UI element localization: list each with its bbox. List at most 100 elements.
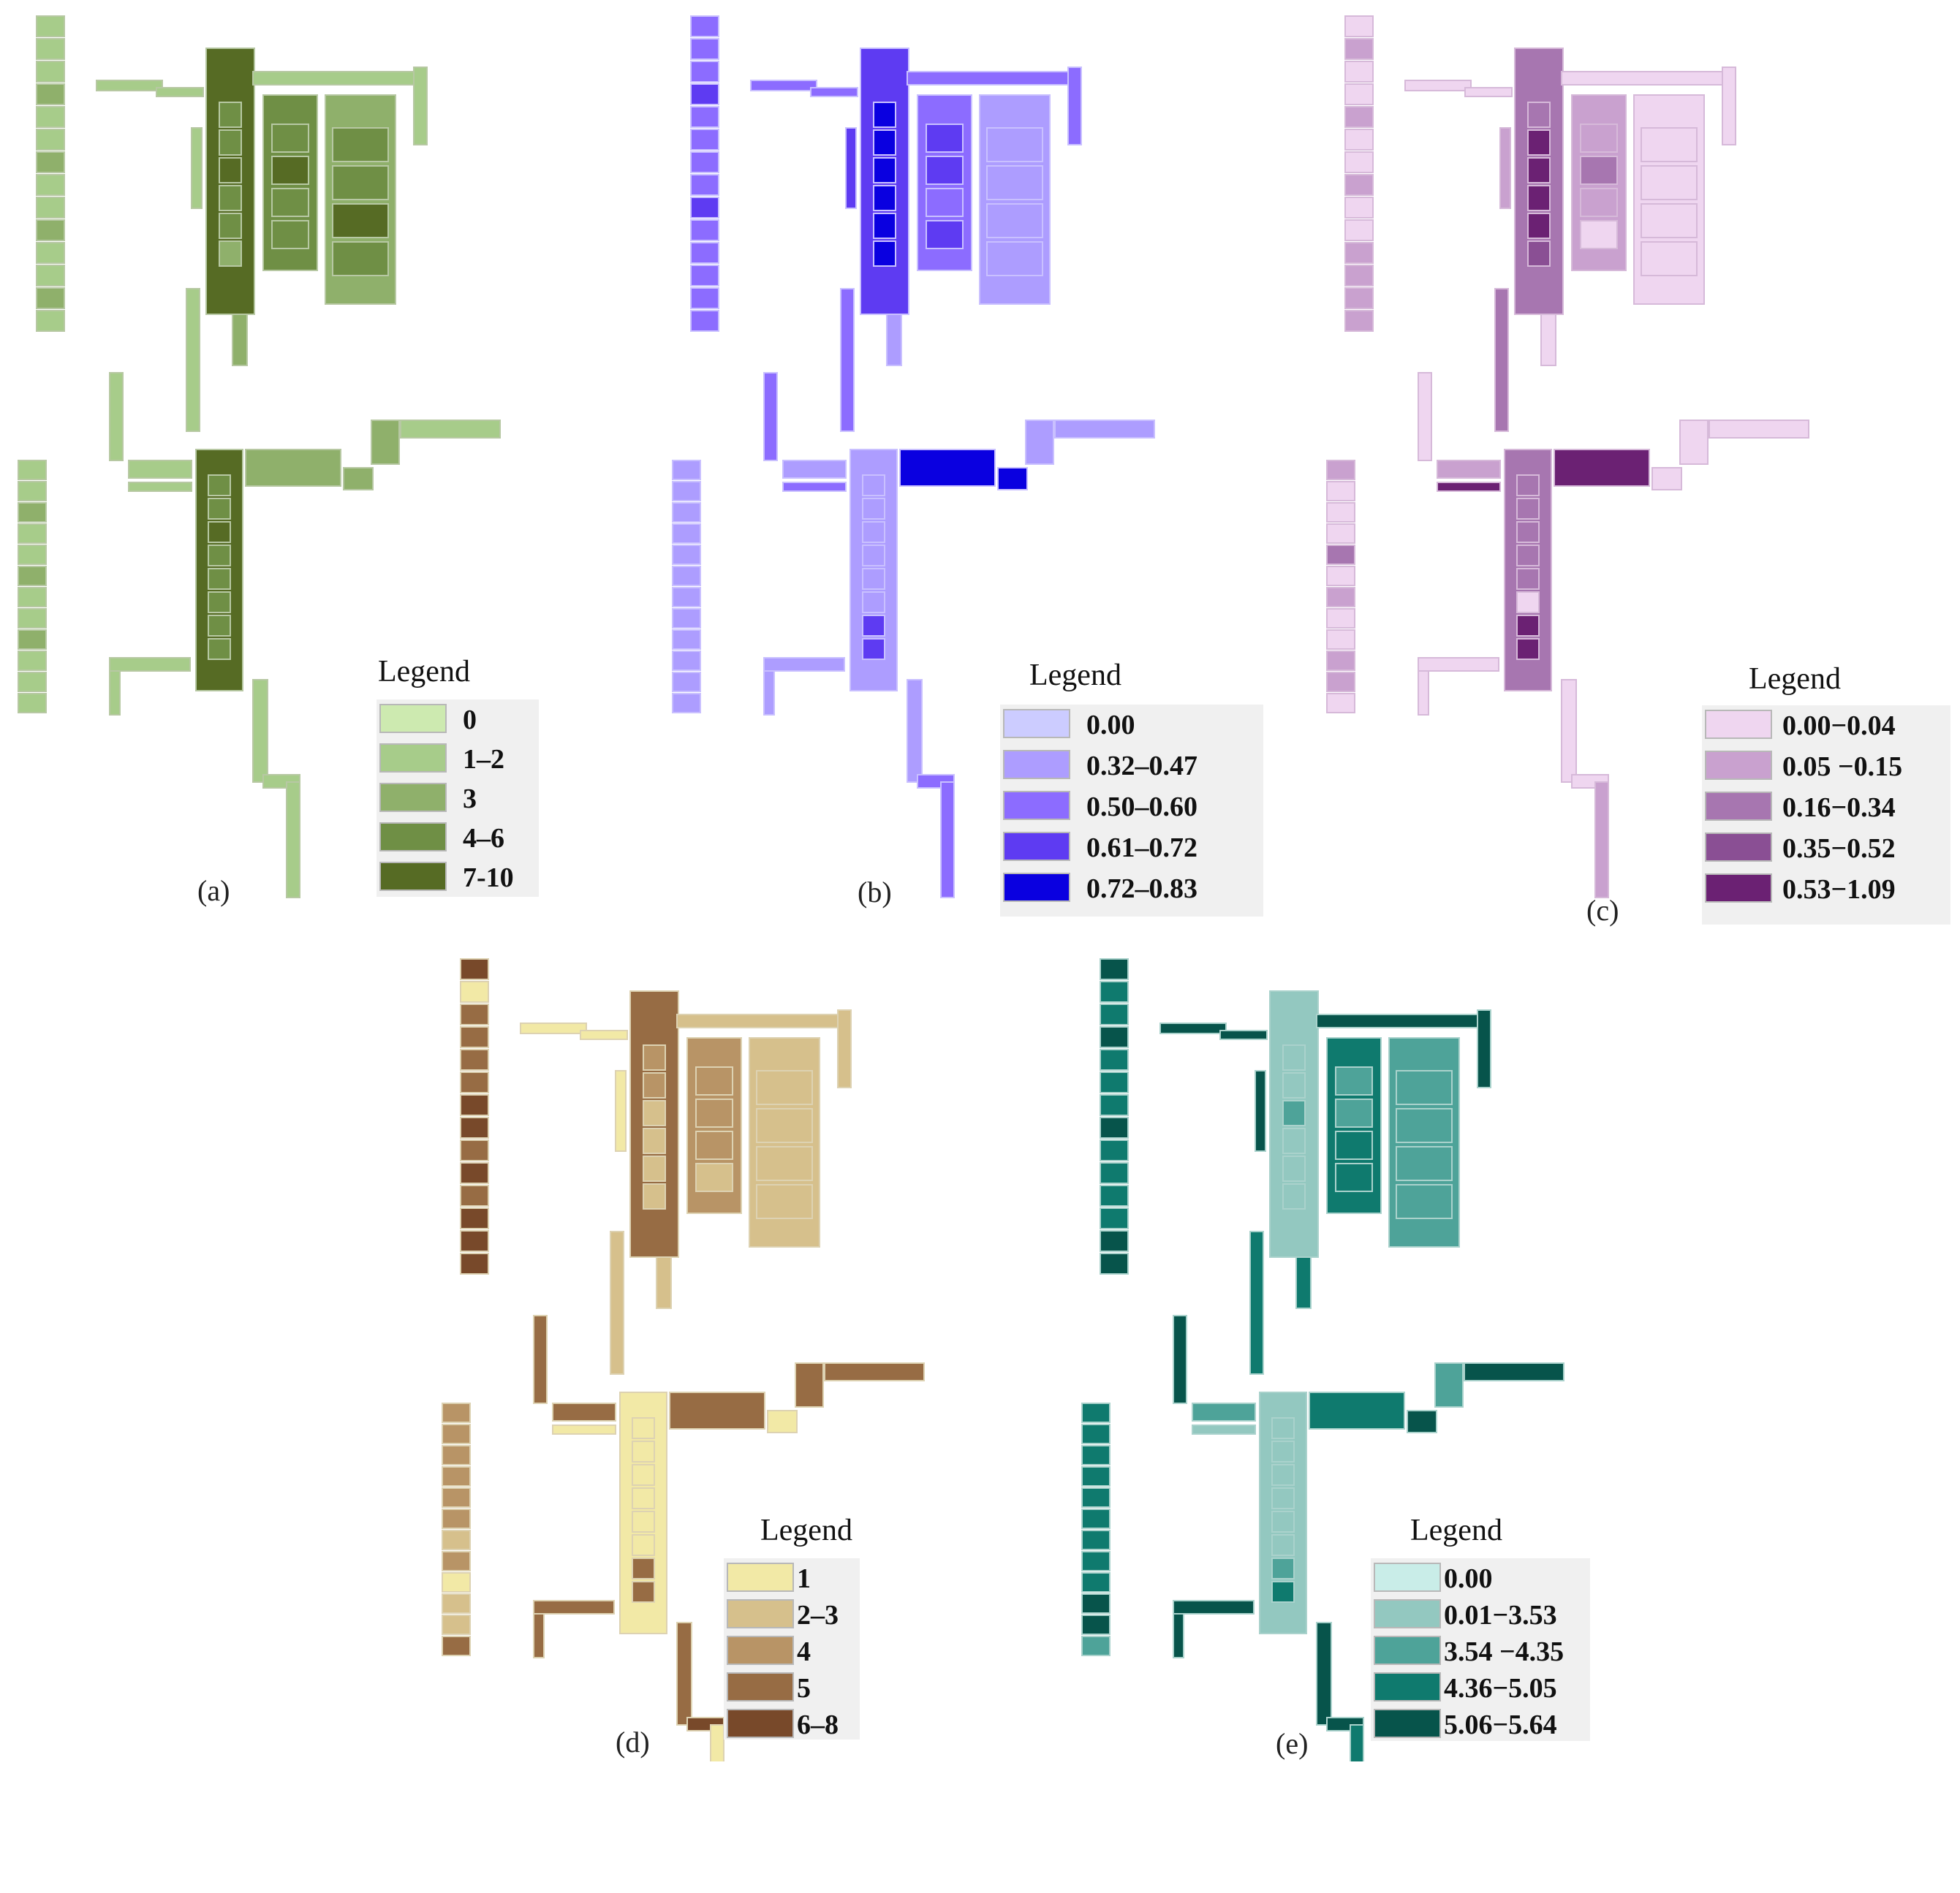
map-room <box>252 71 416 86</box>
map-room <box>1271 1487 1295 1509</box>
map-room <box>1326 672 1355 692</box>
floor-plan-map-b <box>672 15 1155 898</box>
map-room <box>1271 1534 1295 1556</box>
map-room <box>1641 203 1698 238</box>
map-room <box>1722 67 1736 145</box>
map-room <box>36 287 65 309</box>
map-room <box>18 693 47 713</box>
legend-label: 0.32–0.47 <box>1086 751 1197 781</box>
legend-row: 0.61–0.72 <box>1000 832 1263 867</box>
legend-swatch <box>1003 791 1070 820</box>
map-room <box>1081 1509 1110 1529</box>
map-room <box>1249 1231 1264 1375</box>
map-room <box>1081 1487 1110 1508</box>
map-room <box>1516 545 1540 566</box>
map-room <box>286 781 300 898</box>
legend-label: 5 <box>797 1673 811 1704</box>
legend-label: 1 <box>797 1563 811 1594</box>
map-room <box>1100 1117 1129 1139</box>
map-room <box>610 1231 624 1375</box>
map-room <box>1271 1558 1295 1579</box>
map-room <box>208 498 231 520</box>
map-room <box>672 502 701 523</box>
legend-row: 0.53−1.09 <box>1702 873 1950 908</box>
legend-label: 7-10 <box>463 862 514 893</box>
map-room <box>1344 219 1374 241</box>
map-room <box>899 449 996 487</box>
map-room <box>672 693 701 713</box>
map-room <box>862 638 885 660</box>
map-room <box>763 372 778 461</box>
map-room <box>371 420 400 465</box>
map-room <box>1271 1417 1295 1439</box>
legend-label: 3 <box>463 784 477 814</box>
map-room <box>1344 151 1374 173</box>
legend-items: 0.00 0.32–0.47 0.50–0.60 0.61–0.72 0.72–0.83 <box>1000 705 1263 917</box>
map-room <box>782 460 847 479</box>
map-room <box>533 1315 548 1404</box>
map-room <box>940 781 955 898</box>
map-room <box>332 203 389 238</box>
panel-label-e: (e) <box>1276 1727 1309 1760</box>
map-room <box>18 566 47 586</box>
map-room <box>1418 670 1429 716</box>
legend-label: 1–2 <box>463 744 504 775</box>
legend-swatch <box>1003 832 1070 861</box>
map-room <box>840 288 855 432</box>
legend-row: 0.00−0.04 <box>1702 710 1950 745</box>
legend-items: 0.00−0.04 0.05 −0.15 0.16−0.34 0.35−0.52 0.5… <box>1702 705 1950 925</box>
map-room <box>1192 1403 1256 1422</box>
legend-swatch <box>727 1709 794 1738</box>
panel-a: Legend 0 1–2 3 4–6 7-10 (a) <box>0 0 731 950</box>
legend-items: 1 2–3 4 5 6–8 <box>724 1558 860 1740</box>
map-room <box>672 672 701 692</box>
map-room <box>219 157 242 183</box>
map-room <box>460 958 489 980</box>
map-room <box>1464 87 1513 97</box>
map-room <box>208 545 231 566</box>
legend-label: 0.01−3.53 <box>1444 1600 1557 1631</box>
map-room <box>1100 1230 1129 1252</box>
map-room <box>533 1600 615 1615</box>
map-room <box>837 1009 852 1088</box>
legend-label: 4.36−5.05 <box>1444 1673 1557 1704</box>
map-room <box>1350 1724 1364 1761</box>
map-room <box>676 1014 840 1028</box>
map-room <box>1326 587 1355 607</box>
map-room <box>690 106 719 128</box>
map-room <box>1309 1392 1405 1430</box>
legend-swatch <box>1003 750 1070 779</box>
map-room <box>208 591 231 613</box>
map-room <box>109 372 124 461</box>
legend-title: Legend <box>760 1514 852 1547</box>
map-room <box>252 679 268 783</box>
map-room <box>442 1615 471 1635</box>
map-room <box>219 102 242 128</box>
map-room <box>1527 157 1551 183</box>
map-room <box>690 219 719 241</box>
map-room <box>36 242 65 264</box>
map-room <box>1081 1551 1110 1571</box>
floor-plan-map-d <box>442 958 925 1761</box>
legend-label: 0.53−1.09 <box>1782 874 1896 905</box>
map-room <box>690 287 719 309</box>
map-room <box>1271 1441 1295 1463</box>
legend-row: 0.50–0.60 <box>1000 791 1263 826</box>
legend-swatch <box>379 822 447 851</box>
legend-label: 0.61–0.72 <box>1086 832 1197 863</box>
legend-title: Legend <box>1749 662 1841 696</box>
legend-swatch <box>727 1563 794 1592</box>
map-room <box>1580 124 1618 153</box>
map-room <box>460 1185 489 1207</box>
map-room <box>1335 1066 1373 1096</box>
map-room <box>1081 1593 1110 1614</box>
map-room <box>643 1100 666 1126</box>
map-room <box>1396 1070 1453 1105</box>
figure: { "panels": [ { "id": "a", "label": "(a)… <box>0 0 1950 1761</box>
legend-title: Legend <box>1410 1514 1502 1547</box>
map-room <box>1326 460 1355 480</box>
map-room <box>1326 481 1355 501</box>
map-room <box>208 615 231 637</box>
map-room <box>36 61 65 83</box>
map-room <box>271 220 309 249</box>
